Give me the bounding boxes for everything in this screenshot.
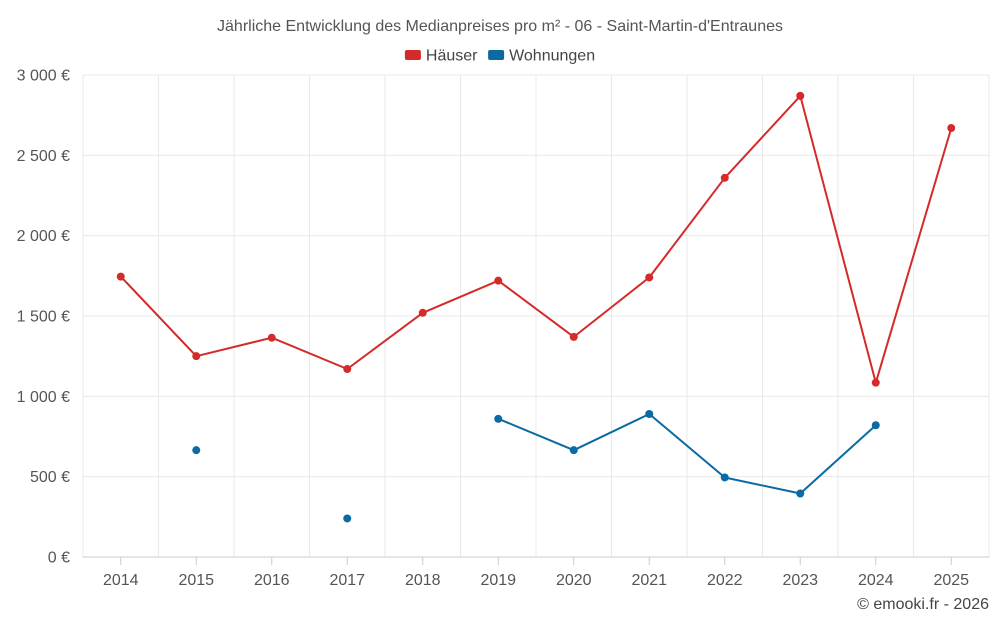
series-line — [497, 413, 877, 495]
legend-swatch — [488, 50, 505, 60]
y-tick-label: 2 500 € — [17, 148, 70, 165]
data-point[interactable] — [569, 332, 578, 341]
y-tick-label: 500 € — [30, 469, 70, 486]
series-häuser — [116, 91, 956, 387]
data-point[interactable] — [192, 446, 201, 455]
y-tick-label: 1 000 € — [17, 389, 70, 406]
legend-item[interactable]: Wohnungen — [488, 48, 595, 65]
x-tick-label: 2023 — [782, 572, 818, 589]
data-point[interactable] — [192, 352, 201, 361]
data-point[interactable] — [267, 333, 276, 342]
x-tick-label: 2024 — [858, 572, 894, 589]
x-tick-label: 2014 — [103, 572, 139, 589]
data-point[interactable] — [343, 514, 352, 523]
data-point[interactable] — [720, 173, 729, 182]
data-point[interactable] — [343, 365, 352, 374]
data-point[interactable] — [720, 473, 729, 482]
x-tick-label: 2020 — [556, 572, 592, 589]
x-tick-label: 2022 — [707, 572, 743, 589]
series-wohnungen — [192, 410, 880, 523]
data-point[interactable] — [569, 446, 578, 455]
x-tick-label: 2015 — [178, 572, 214, 589]
legend-swatch — [404, 50, 421, 60]
y-tick-label: 0 € — [48, 550, 70, 567]
x-tick-label: 2016 — [254, 572, 290, 589]
data-point[interactable] — [418, 308, 427, 317]
data-point[interactable] — [796, 489, 805, 498]
data-point[interactable] — [494, 414, 503, 423]
x-tick-label: 2019 — [480, 572, 516, 589]
data-point[interactable] — [871, 421, 880, 430]
data-point[interactable] — [116, 272, 125, 281]
x-tick-label: 2017 — [329, 572, 365, 589]
data-point[interactable] — [494, 276, 503, 285]
credit-text: © emooki.fr - 2026 — [857, 596, 989, 613]
legend-label: Wohnungen — [509, 48, 595, 65]
grid — [82, 74, 990, 557]
series-line — [120, 94, 953, 384]
data-point[interactable] — [645, 273, 654, 282]
legend-label: Häuser — [426, 48, 478, 65]
chart-title: Jährliche Entwicklung des Medianpreises … — [217, 18, 783, 35]
series-layer — [116, 91, 956, 523]
y-tick-label: 3 000 € — [17, 68, 70, 85]
x-tick-label: 2025 — [933, 572, 969, 589]
data-point[interactable] — [645, 410, 654, 419]
y-tick-label: 2 000 € — [17, 228, 70, 245]
data-point[interactable] — [796, 91, 805, 100]
axes: 0 € 500 € 1 000 € 1 500 € 2 000 € 2 500 € 3 00… — [17, 68, 989, 589]
y-tick-label: 1 500 € — [17, 309, 70, 326]
data-point[interactable] — [947, 124, 956, 133]
x-tick-label: 2021 — [631, 572, 667, 589]
legend-item[interactable]: Häuser — [404, 48, 478, 65]
x-tick-label: 2018 — [405, 572, 441, 589]
legend[interactable]: Häuser Wohnungen — [404, 48, 595, 65]
data-point[interactable] — [871, 378, 880, 387]
